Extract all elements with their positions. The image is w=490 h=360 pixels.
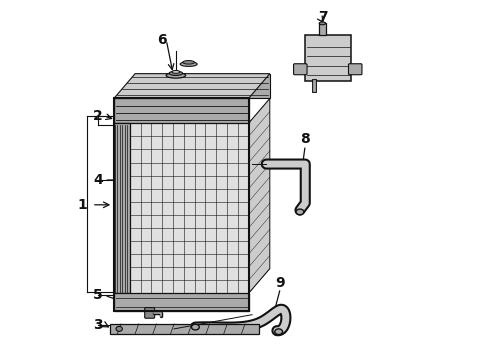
Text: 7: 7 <box>318 10 328 24</box>
FancyBboxPatch shape <box>294 64 307 75</box>
Text: 4: 4 <box>93 173 103 187</box>
Ellipse shape <box>116 327 122 331</box>
Text: 8: 8 <box>300 132 310 146</box>
Text: 9: 9 <box>276 276 285 290</box>
Ellipse shape <box>183 60 195 64</box>
Text: 5: 5 <box>93 288 103 302</box>
Ellipse shape <box>275 329 283 334</box>
Polygon shape <box>114 123 130 293</box>
Bar <box>110 324 259 334</box>
Ellipse shape <box>169 71 183 76</box>
Polygon shape <box>248 99 270 293</box>
Text: 2: 2 <box>93 109 103 123</box>
Ellipse shape <box>192 324 199 330</box>
Ellipse shape <box>319 22 325 25</box>
Polygon shape <box>135 74 270 99</box>
Text: 3: 3 <box>93 318 103 332</box>
Ellipse shape <box>296 209 304 215</box>
Bar <box>318 23 326 35</box>
Polygon shape <box>114 74 270 99</box>
Bar <box>130 123 248 293</box>
Ellipse shape <box>166 73 186 78</box>
Polygon shape <box>114 99 248 123</box>
Ellipse shape <box>172 71 180 73</box>
Polygon shape <box>114 293 248 311</box>
FancyBboxPatch shape <box>348 64 362 75</box>
Bar <box>305 35 351 81</box>
Ellipse shape <box>180 62 197 66</box>
FancyBboxPatch shape <box>145 307 155 318</box>
Text: 1: 1 <box>77 198 87 212</box>
Text: 6: 6 <box>157 33 167 47</box>
Bar <box>114 99 248 311</box>
